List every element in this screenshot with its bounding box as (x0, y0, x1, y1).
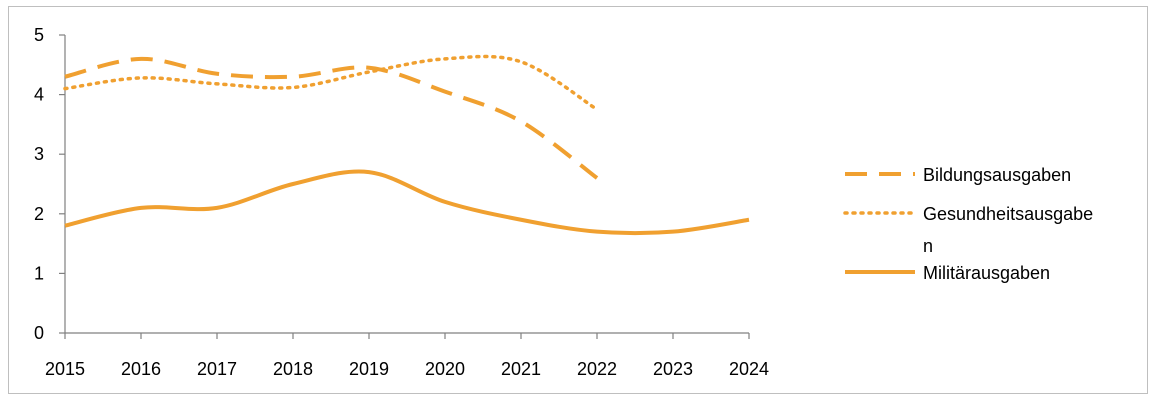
x-tick-label: 2021 (501, 359, 541, 379)
y-tick-label: 4 (34, 85, 44, 105)
y-tick-label: 0 (34, 323, 44, 343)
chart-frame (8, 6, 1148, 394)
x-tick-labels: 2015 2016 2017 2018 2019 2020 2021 2022 2023 2024 (45, 359, 769, 379)
x-tick-label: 2015 (45, 359, 85, 379)
x-tick-label: 2024 (729, 359, 769, 379)
x-tick-label: 2019 (349, 359, 389, 379)
y-tick-labels: 0 1 2 3 4 5 (34, 25, 44, 343)
y-tick-label: 5 (34, 25, 44, 45)
tick-marks (59, 34, 750, 339)
series-lines (63, 54, 750, 236)
legend-item: Gesundheitsausgabe n (843, 204, 1093, 256)
legend-item: Militärausgaben (845, 263, 1050, 283)
y-tick-label: 1 (34, 263, 44, 283)
x-tick-label: 2020 (425, 359, 465, 379)
y-tick-label: 2 (34, 204, 44, 224)
legend: Bildungsausgaben Gesundheitsausgabe n Milit… (843, 165, 1093, 283)
series-line-militärausgaben (64, 169, 750, 236)
x-tick-label: 2022 (577, 359, 617, 379)
x-tick-label: 2017 (197, 359, 237, 379)
legend-label: Gesundheitsausgabe (923, 204, 1093, 224)
x-tick-label: 2016 (121, 359, 161, 379)
axes (64, 35, 749, 334)
series-line-bildungsausgaben (64, 56, 599, 180)
legend-item: Bildungsausgaben (845, 165, 1071, 185)
x-tick-label: 2018 (273, 359, 313, 379)
x-tick-label: 2023 (653, 359, 693, 379)
y-tick-label: 3 (34, 144, 44, 164)
legend-label: Bildungsausgaben (923, 165, 1071, 185)
legend-label: Militärausgaben (923, 263, 1050, 283)
series-line-gesundheitsausgaben (63, 54, 599, 112)
legend-label: n (923, 236, 933, 256)
